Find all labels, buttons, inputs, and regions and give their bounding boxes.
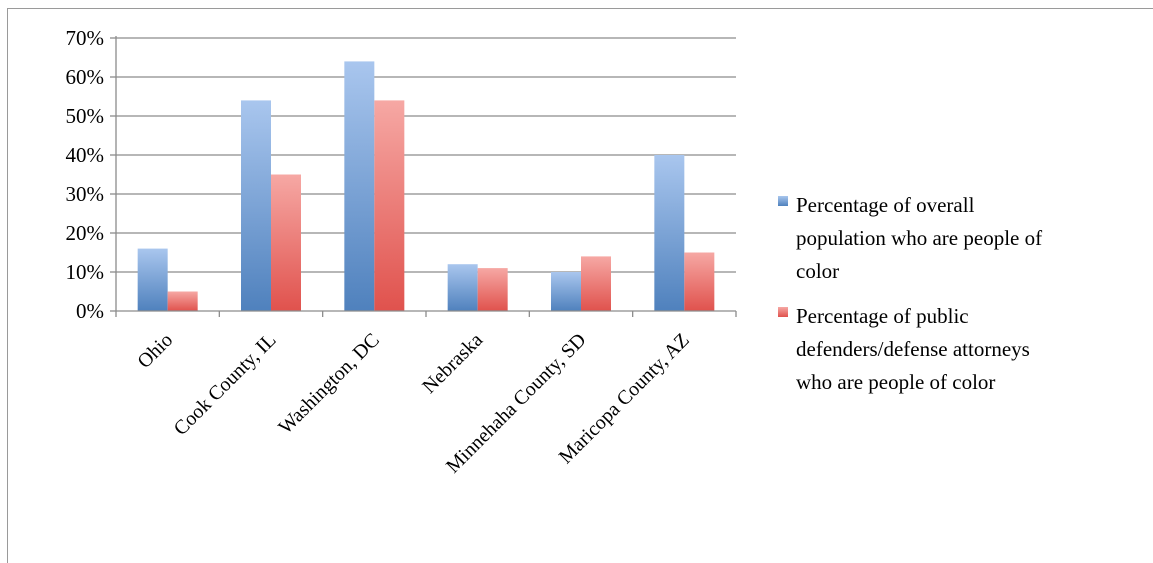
y-tick-label: 40%: [66, 143, 105, 167]
bar-series-2-1: [271, 174, 301, 311]
y-tick-label: 30%: [66, 182, 105, 206]
legend-label-1: Percentage of overall: [796, 193, 975, 217]
bar-series-2-2: [374, 100, 405, 312]
bar-series-1-2: [344, 61, 375, 312]
legend: Percentage of overall population who are …: [778, 193, 1042, 394]
x-tick-label: Washington, DC: [274, 329, 383, 438]
chart-frame: [7, 8, 1153, 563]
bar-series-2-0: [167, 291, 198, 311]
y-tick-label: 70%: [66, 26, 105, 50]
bar-series-2-5: [684, 252, 715, 311]
bar-series-1-1: [241, 100, 271, 312]
bar-series-1-3: [447, 264, 478, 311]
bar-series-1-0: [137, 248, 168, 311]
bar-series-2-4: [581, 256, 611, 311]
bars: [137, 61, 715, 312]
y-tick-label: 0%: [76, 299, 104, 323]
y-tick-label: 50%: [66, 104, 105, 128]
legend-label-1: population who are people of: [796, 226, 1042, 250]
legend-swatch-2: [778, 307, 788, 317]
grid-lines: [116, 37, 736, 273]
y-tick-label: 20%: [66, 221, 105, 245]
axes: [115, 36, 737, 317]
bar-series-2-3: [477, 268, 508, 311]
legend-swatch-1: [778, 196, 788, 206]
bar-series-1-5: [654, 155, 685, 311]
y-tick-label: 10%: [66, 260, 105, 284]
y-axis-ticks: 0% 10% 20% 30% 40% 50% 60% 70%: [66, 26, 116, 323]
legend-label-2: Percentage of public: [796, 304, 969, 328]
legend-label-2: defenders/defense attorneys: [796, 337, 1030, 361]
y-tick-label: 60%: [66, 65, 105, 89]
legend-label-1: color: [796, 259, 839, 283]
x-tick-label: Ohio: [133, 329, 177, 373]
x-tick-label: Nebraska: [418, 329, 487, 398]
legend-label-2: who are people of color: [796, 370, 995, 394]
x-tick-label: Cook County, IL: [170, 329, 281, 440]
bar-series-1-4: [551, 272, 581, 311]
